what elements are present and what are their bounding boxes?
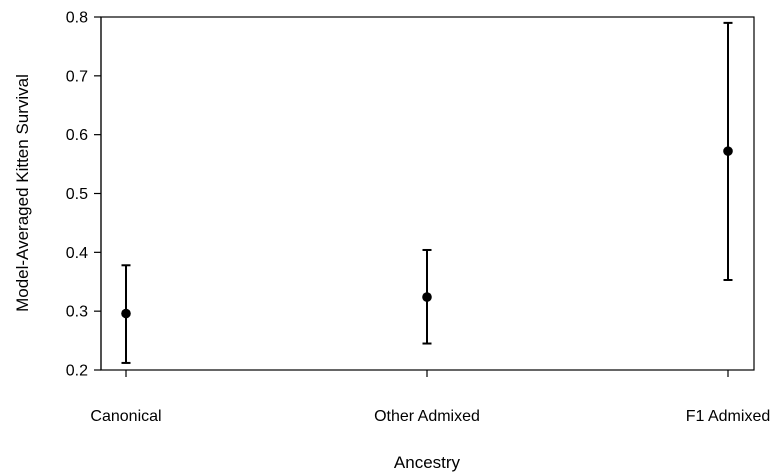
- y-tick-label: 0.8: [66, 10, 88, 27]
- data-marks: [121, 21, 733, 364]
- x-tick-label: F1 Admixed: [686, 408, 770, 425]
- y-axis-title: Model-Averaged Kitten Survival: [13, 74, 32, 312]
- y-axis: 0.2 0.3 0.4 0.5 0.6 0.7 0.8: [66, 10, 102, 380]
- data-point: [723, 146, 733, 156]
- y-tick-label: 0.7: [66, 68, 88, 85]
- data-point: [121, 308, 131, 319]
- x-tick-label: Other Admixed: [374, 408, 480, 425]
- x-axis: Canonical Other Admixed F1 Admixed: [90, 370, 770, 425]
- x-axis-title: Ancestry: [394, 453, 461, 472]
- data-point: [422, 292, 432, 302]
- x-tick-label: Canonical: [90, 408, 161, 425]
- y-tick-label: 0.4: [66, 245, 88, 262]
- y-tick-label: 0.2: [66, 363, 88, 380]
- y-tick-label: 0.6: [66, 127, 88, 144]
- y-tick-label: 0.3: [66, 304, 88, 321]
- y-tick-label: 0.5: [66, 186, 88, 203]
